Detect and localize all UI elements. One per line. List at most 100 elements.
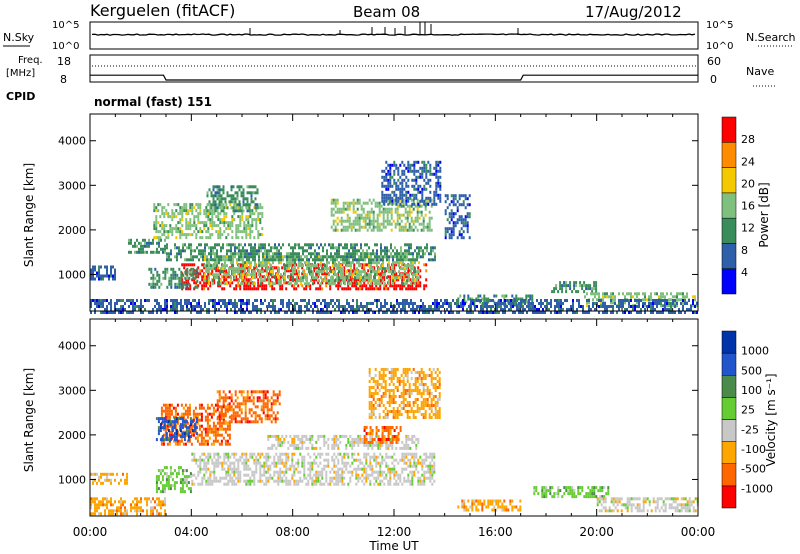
power-cell [316, 252, 318, 256]
power-cell [210, 252, 212, 256]
power-cell [374, 252, 376, 256]
velocity-cell [265, 470, 268, 474]
power-cell [198, 299, 200, 302]
power-cell [376, 299, 378, 302]
velocity-cell [357, 476, 360, 480]
power-cell [353, 278, 356, 282]
power-cell [370, 252, 372, 256]
power-cell [161, 227, 164, 231]
power-cell [258, 270, 260, 274]
power-cell [584, 311, 586, 314]
power-cell [378, 228, 381, 232]
power-cell [236, 258, 238, 262]
power-cell [413, 193, 416, 197]
velocity-cell [279, 479, 282, 483]
power-cell [330, 299, 332, 302]
power-cell [249, 215, 252, 219]
power-cell [244, 203, 247, 207]
power-cell [450, 305, 452, 308]
power-cell [199, 272, 202, 276]
power-cell [622, 311, 624, 314]
power-cell [407, 169, 410, 173]
velocity-cell [269, 467, 272, 471]
velocity-cell [223, 452, 226, 456]
power-cell [358, 213, 361, 217]
power-cell [252, 200, 255, 204]
power-cell [435, 190, 438, 194]
velocity-cell [349, 464, 352, 468]
power-cell [192, 258, 194, 262]
velocity-cell [213, 470, 216, 474]
power-cell [190, 267, 193, 271]
power-cell [220, 203, 223, 207]
power-cell [360, 273, 362, 277]
velocity-cell [263, 467, 266, 471]
power-cell [358, 276, 360, 280]
velocity-cell [319, 473, 322, 477]
power-cell [294, 267, 296, 271]
power-cell [264, 258, 266, 262]
power-cell [274, 255, 276, 259]
power-cell [332, 270, 334, 274]
power-cell [194, 270, 197, 274]
power-cell [400, 213, 403, 217]
power-cell [407, 166, 410, 170]
velocity-cell [227, 458, 230, 462]
power-cell [407, 284, 410, 288]
power-cell [261, 275, 264, 279]
power-cell [158, 305, 160, 308]
velocity-cell [231, 461, 234, 465]
velocity-cell [213, 467, 216, 471]
power-cell [404, 282, 406, 286]
power-cell [423, 163, 426, 167]
power-cell [387, 187, 390, 191]
velocity-cell [327, 464, 330, 468]
power-cell [401, 284, 404, 288]
power-cell [460, 233, 463, 237]
power-cell [179, 212, 182, 216]
power-cell [457, 297, 460, 301]
power-cell [407, 178, 410, 182]
power-cell [310, 252, 312, 256]
velocity-cell [275, 470, 278, 474]
power-cell [321, 287, 324, 291]
power-cell [298, 279, 300, 283]
power-cell [240, 267, 242, 271]
velocity-cell [229, 461, 232, 465]
power-cell [405, 166, 408, 170]
power-cell [408, 207, 411, 211]
power-cell [328, 267, 330, 271]
power-cell [386, 249, 388, 253]
power-cell [424, 246, 426, 250]
power-cell [386, 311, 388, 314]
power-cell [230, 243, 232, 247]
power-cell [288, 252, 290, 256]
power-cell [368, 258, 370, 262]
power-cell [239, 215, 242, 219]
power-cell [480, 308, 482, 311]
power-cell [413, 196, 416, 200]
power-cell [170, 258, 172, 262]
power-cell [648, 302, 650, 305]
power-cell [444, 236, 447, 240]
power-cell [199, 206, 202, 210]
power-cell [378, 261, 380, 265]
velocity-cell [343, 452, 346, 456]
power-cell [401, 184, 404, 188]
power-cell [216, 194, 219, 198]
power-cell [380, 258, 382, 262]
power-cell [238, 188, 241, 192]
power-cell [219, 233, 222, 237]
velocity-cell [301, 458, 304, 462]
power-cell [346, 243, 348, 247]
power-cell [658, 311, 660, 314]
power-cell [416, 270, 418, 274]
power-cell [232, 264, 234, 268]
velocity-cell [333, 464, 336, 468]
power-colorbar-tick-label: 16 [741, 200, 755, 213]
power-cell [181, 212, 184, 216]
power-cell [226, 282, 228, 286]
power-cell [192, 267, 195, 271]
power-cell [684, 311, 686, 314]
